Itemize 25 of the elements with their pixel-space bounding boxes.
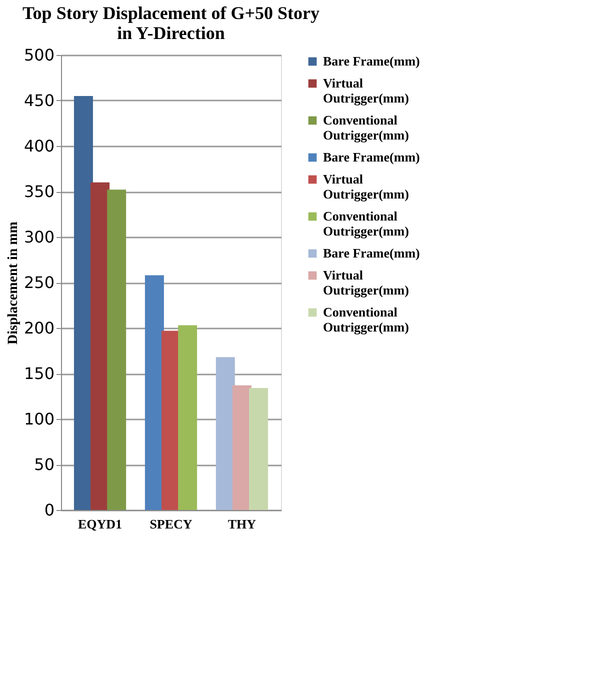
y-tick-label: 0 <box>44 500 54 520</box>
legend-label: Virtual Outrigger(mm) <box>323 172 409 202</box>
y-tick-label: 50 <box>34 455 54 474</box>
y-tick-label: 400 <box>24 136 54 156</box>
legend-label: Virtual Outrigger(mm) <box>323 76 409 106</box>
legend-label: Bare Frame(mm) <box>323 150 420 164</box>
y-axis-title: Displacement in mm <box>6 221 21 344</box>
x-tick-label: THY <box>228 516 257 532</box>
y-tick-label: 450 <box>24 91 54 110</box>
y-tick-label: 350 <box>24 182 54 201</box>
legend-label: Bare Frame(mm) <box>323 246 420 260</box>
legend-label: Bare Frame(mm) <box>323 54 420 68</box>
y-tick-label: 300 <box>24 228 54 246</box>
y-tick-label: 500 <box>24 46 54 64</box>
y-tick-label: 100 <box>24 410 54 428</box>
legend-label: Virtual Outrigger(mm) <box>323 268 409 298</box>
legend-label: Conventional Outrigger(mm) <box>323 208 409 238</box>
x-tick-label: SPECY <box>150 516 193 532</box>
legend-label: Conventional Outrigger(mm) <box>323 304 409 334</box>
x-tick-label: EQYD1 <box>78 516 122 532</box>
y-tick-label: 250 <box>24 273 54 292</box>
chart-title: Top Story Displacement of G+50 Story in Y-Direction <box>22 3 320 43</box>
legend-label: Conventional Outrigger(mm) <box>323 112 409 142</box>
y-tick-label: 200 <box>24 318 54 338</box>
y-tick-label: 150 <box>24 364 54 383</box>
